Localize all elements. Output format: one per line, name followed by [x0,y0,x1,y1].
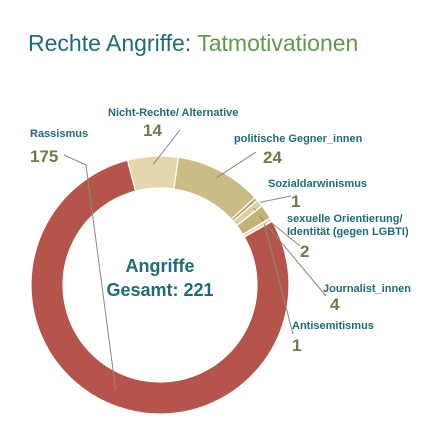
slice-label: Sozialdarwinismus [268,178,368,190]
value-label: 1 [291,192,301,211]
center-text: Angriffe [125,256,195,276]
value-label: 4 [330,295,340,314]
slice [242,217,273,238]
title-row: Rechte Angriffe: Tatmotivationen [28,30,358,57]
leader-line [263,223,294,335]
leader-line [152,129,181,165]
leader-line [259,216,327,297]
leader-line [63,154,117,391]
chart-title: Rechte Angriffe: [28,30,192,56]
value-label: 2 [300,242,310,261]
value-label: 1 [292,336,302,355]
slice-label: politische Gegner_innen [234,133,363,145]
slice-label: Nicht-Rechte/ Alternative [108,107,239,119]
slice [30,159,290,415]
value-label: 14 [143,121,162,140]
center-text: Gesamt: 221 [106,280,214,300]
slice [126,155,180,192]
slice-label: Antisemitismus [292,320,374,332]
leader-line [216,151,257,179]
chart-subtitle: Tatmotivationen [197,30,359,56]
slice-label: Rassismus [30,128,89,140]
value-label: 24 [263,148,282,167]
slice-label: Journalist_innen [323,283,412,295]
slice-label: sexuelle Orientierung/ Identität (gegen … [287,213,409,238]
value-label: 175 [30,147,59,166]
